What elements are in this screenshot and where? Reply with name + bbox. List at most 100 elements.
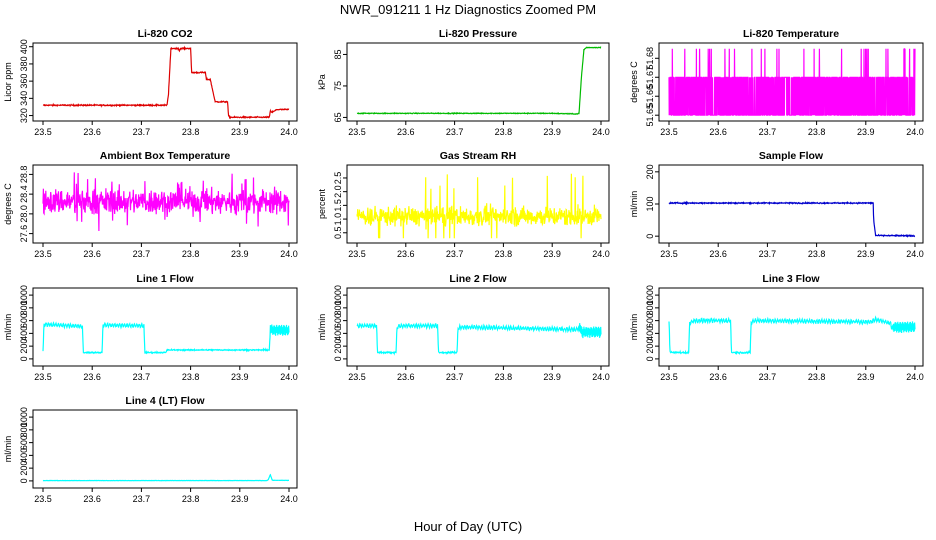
panel-title: Line 4 (LT) Flow	[125, 395, 205, 407]
panel-line2_flow: Line 2 Flow 23.5 23.6 23.7 23.8 23.9 24.0 0 2004…	[317, 273, 610, 382]
y-tick-label: 200	[19, 461, 29, 476]
y-axis-label: ml/min	[3, 436, 13, 463]
plot-frame	[32, 42, 298, 122]
y-tick-label: 400	[19, 326, 29, 341]
plot-frame	[32, 409, 298, 489]
y-axis-label: ml/min	[629, 314, 639, 341]
series-line-line4_flow	[42, 473, 289, 482]
y-axis-label: ml/min	[317, 314, 327, 341]
y-tick-label: 0	[645, 234, 655, 239]
y-tick-label: 200	[19, 339, 29, 354]
series-line-licor_temp	[668, 48, 916, 116]
y-tick-label: 800	[19, 422, 29, 437]
series-line-sample_flow	[668, 200, 916, 238]
panel-sample_flow: Sample Flow 23.5 23.6 23.7 23.8 23.9 24.0 0 100 2…	[629, 150, 924, 259]
plot-frame	[658, 42, 924, 122]
series-line-line3_flow	[668, 315, 916, 355]
x-tick-label: 23.9	[231, 372, 249, 382]
x-tick-label: 23.8	[182, 249, 200, 259]
x-tick-label: 24.0	[280, 127, 298, 137]
panel-title: Li-820 CO2	[138, 28, 193, 40]
y-tick-label: 380	[19, 56, 29, 71]
x-tick-label: 23.8	[182, 372, 200, 382]
y-tick-label: 200	[645, 164, 655, 179]
x-tick-label: 24.0	[280, 494, 298, 504]
series-line-co2	[42, 45, 290, 120]
plot-frame	[32, 287, 298, 367]
x-tick-label: 23.7	[446, 249, 464, 259]
panel-line1_flow: Line 1 Flow 23.5 23.6 23.7 23.8 23.9 24.0 0 2004…	[3, 273, 298, 382]
x-tick-label: 24.0	[592, 372, 610, 382]
panel-title: Line 1 Flow	[136, 273, 194, 285]
panel-title: Line 2 Flow	[449, 273, 507, 285]
series-line-gas_rh	[356, 173, 602, 239]
x-tick-label: 23.5	[660, 372, 678, 382]
y-tick-label: 400	[19, 448, 29, 463]
x-tick-label: 23.9	[543, 249, 561, 259]
x-tick-label: 23.7	[759, 127, 777, 137]
y-tick-label: 800	[645, 300, 655, 315]
y-tick-label: 0	[333, 356, 343, 361]
x-tick-label: 23.7	[133, 372, 151, 382]
panel-title: Gas Stream RH	[440, 150, 516, 162]
x-tick-label: 23.5	[348, 372, 366, 382]
x-tick-label: 23.5	[34, 249, 52, 259]
x-tick-label: 23.6	[397, 127, 415, 137]
plot-frame	[346, 287, 610, 367]
panel-ambient_box_temp: Ambient Box Temperature 23.5 23.6 23.7 23.8 2…	[3, 150, 298, 259]
x-tick-label: 23.5	[348, 249, 366, 259]
plot-frame	[346, 42, 610, 122]
y-tick-label: 600	[19, 435, 29, 450]
y-tick-label: 600	[333, 313, 343, 328]
y-tick-label: 28.8	[19, 166, 29, 184]
y-tick-label: 1000	[333, 285, 343, 305]
x-tick-label: 23.7	[759, 372, 777, 382]
plot-frame	[658, 287, 924, 367]
x-tick-label: 23.9	[857, 127, 875, 137]
y-axis-label: percent	[317, 188, 327, 219]
y-axis-label: degrees C	[3, 183, 13, 225]
x-tick-label: 23.8	[495, 372, 513, 382]
x-tick-label: 23.6	[397, 249, 415, 259]
x-tick-label: 23.6	[397, 372, 415, 382]
y-tick-label: 200	[333, 339, 343, 354]
y-tick-label: 85	[333, 49, 343, 59]
panel-pressure: Li-820 Pressure 23.5 23.6 23.7 23.8 23.9 24.0 6…	[317, 28, 610, 137]
x-tick-label: 24.0	[906, 372, 924, 382]
y-tick-label: 600	[19, 313, 29, 328]
figure-title: NWR_091211 1 Hz Diagnostics Zoomed PM	[340, 2, 596, 17]
y-tick-label: 200	[645, 339, 655, 354]
x-tick-label: 24.0	[280, 372, 298, 382]
series-line-pressure	[356, 46, 602, 115]
y-tick-label: 0	[645, 356, 655, 361]
x-tick-label: 23.6	[83, 249, 101, 259]
y-tick-label: 0	[19, 356, 29, 361]
y-tick-label: 28.0	[19, 205, 29, 223]
y-tick-label: 800	[19, 300, 29, 315]
x-tick-label: 23.5	[348, 127, 366, 137]
panel-licor_temp: Li-820 Temperature 23.5 23.6 23.7 23.8 23.9 24…	[629, 28, 924, 137]
y-tick-label: 2.5	[333, 172, 343, 185]
x-tick-label: 24.0	[592, 127, 610, 137]
panel-title: Ambient Box Temperature	[100, 150, 231, 162]
x-tick-label: 23.9	[857, 249, 875, 259]
x-tick-label: 23.8	[182, 127, 200, 137]
y-tick-label: 360	[19, 74, 29, 89]
x-tick-label: 23.9	[543, 372, 561, 382]
y-tick-label: 1.5	[333, 199, 343, 212]
x-tick-label: 23.9	[543, 127, 561, 137]
y-tick-label: 2.0	[333, 185, 343, 198]
x-tick-label: 23.6	[709, 249, 727, 259]
x-tick-label: 23.9	[857, 372, 875, 382]
x-tick-label: 23.8	[182, 494, 200, 504]
y-tick-label: 400	[645, 326, 655, 341]
series-line-ambient_box_temp	[42, 172, 290, 232]
panel-title: Li-820 Temperature	[743, 28, 839, 40]
series-line-line1_flow	[42, 321, 290, 355]
x-tick-label: 23.5	[34, 372, 52, 382]
x-tick-label: 23.7	[446, 127, 464, 137]
x-tick-label: 23.5	[34, 127, 52, 137]
y-axis-label: degrees C	[629, 61, 639, 103]
y-tick-label: 800	[333, 300, 343, 315]
